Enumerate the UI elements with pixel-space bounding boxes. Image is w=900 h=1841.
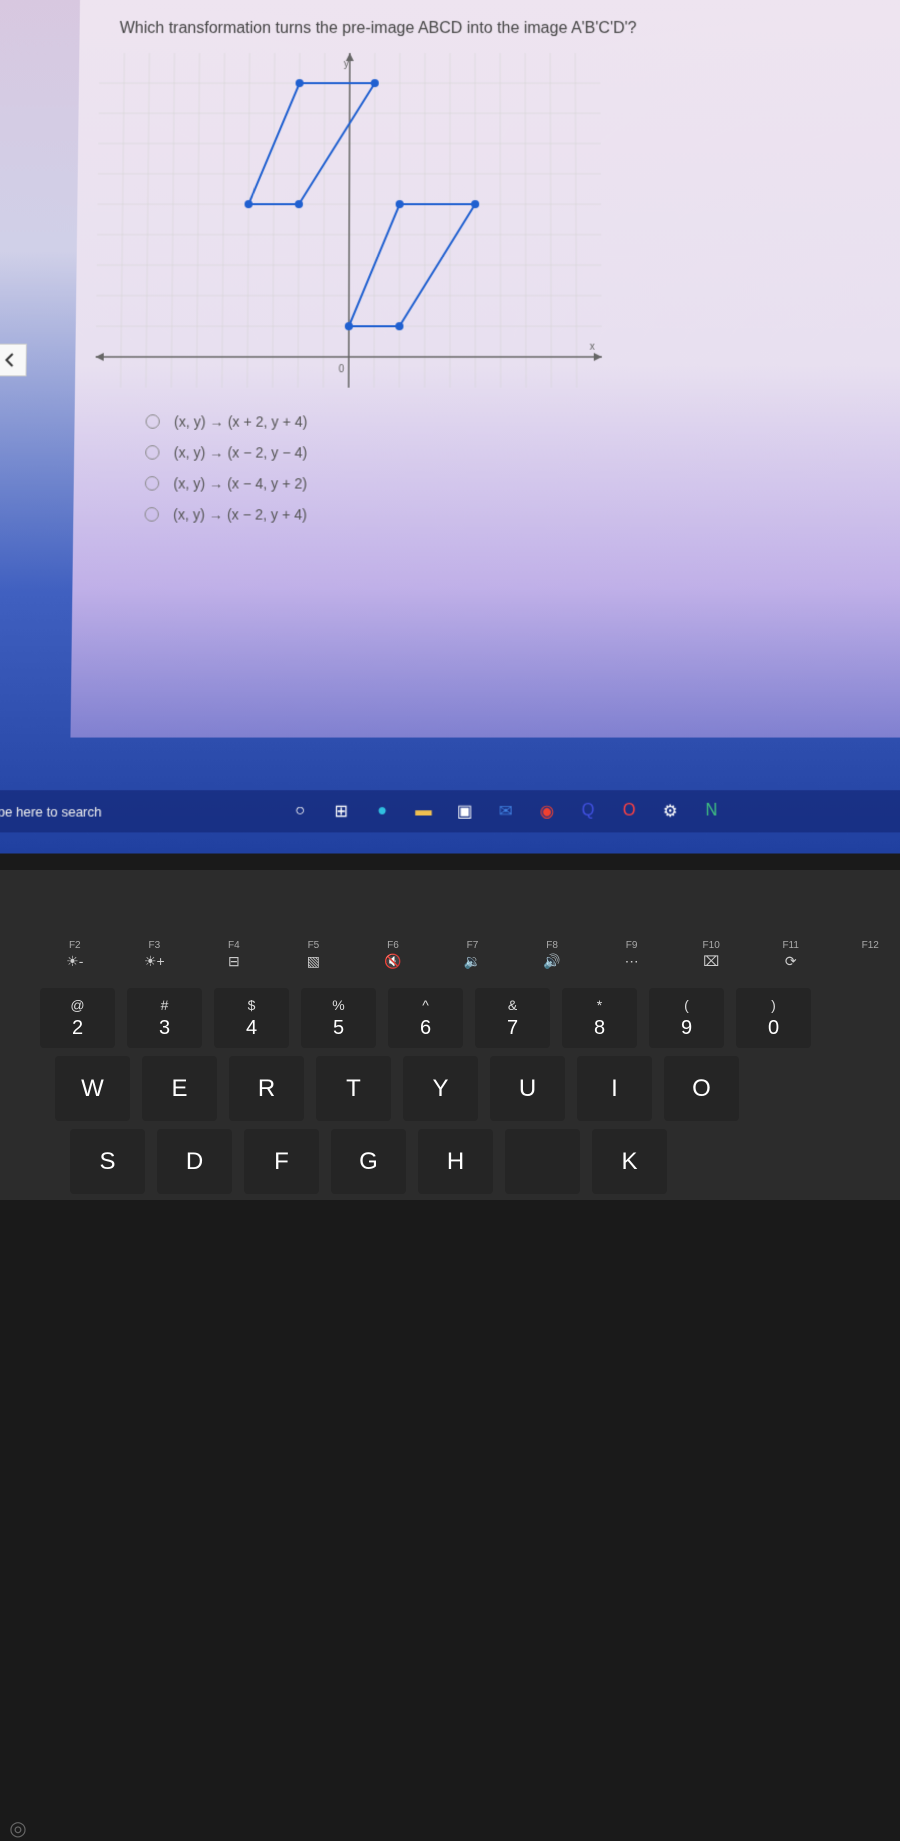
- key-9: (9: [649, 988, 724, 1048]
- webcam-icon: ◎: [5, 1815, 31, 1841]
- key-6: ^6: [388, 988, 463, 1048]
- function-key-row: F2☀- F3☀+ F4⊟ F5▧ F6🔇 F7🔉 F8🔊 F9⋯ F10⌧ F11⟳ F12: [0, 940, 900, 970]
- fn-key-f6: F6🔇: [363, 940, 423, 970]
- svg-text:y: y: [344, 59, 349, 70]
- notepad-icon[interactable]: N: [698, 798, 725, 825]
- asdf-key-row: SDFGH K: [0, 1129, 900, 1194]
- answer-options: (x, y) → (x + 2, y + 4) (x, y) → (x − 2,…: [145, 413, 888, 522]
- settings-icon[interactable]: ⚙: [657, 798, 684, 825]
- quiz-content: Which transformation turns the pre-image…: [70, 0, 900, 738]
- option-3[interactable]: (x, y) → (x − 4, y + 2): [145, 475, 888, 492]
- option-2[interactable]: (x, y) → (x − 2, y − 4): [145, 444, 887, 460]
- coordinate-graph: 0 y x: [95, 53, 602, 388]
- key-y: Y: [403, 1056, 478, 1121]
- physical-keyboard: ◎ F2☀-F3☀+F4⊟F5▧F6🔇F7🔉F8🔊F9⋯F10⌧F11⟳F12 …: [0, 870, 900, 1200]
- key-8: *8: [562, 988, 637, 1048]
- opera-icon[interactable]: O: [616, 798, 643, 825]
- radio-icon: [146, 414, 160, 428]
- back-arrow-button[interactable]: [0, 344, 27, 377]
- fn-key-f8: F8🔊: [522, 940, 582, 970]
- key-k: K: [592, 1129, 667, 1194]
- option-1[interactable]: (x, y) → (x + 2, y + 4): [145, 413, 886, 429]
- question-text: Which transformation turns the pre-image…: [120, 20, 881, 38]
- fn-key-f7: F7🔉: [443, 940, 503, 970]
- key-3: #3: [127, 988, 202, 1048]
- fn-key-f11: F11⟳: [761, 940, 821, 970]
- svg-text:0: 0: [339, 364, 345, 375]
- quizlet-icon[interactable]: Q: [575, 798, 602, 825]
- option-text: (x, y) → (x − 2, y − 4): [174, 444, 308, 460]
- key-blank: [505, 1129, 580, 1194]
- option-4[interactable]: (x, y) → (x − 2, y + 4): [145, 506, 888, 523]
- edge-icon[interactable]: ●: [369, 798, 396, 825]
- key-w: W: [55, 1056, 130, 1121]
- fn-key-f2: F2☀-: [45, 940, 105, 970]
- store-icon[interactable]: ▣: [451, 798, 478, 825]
- key-5: %5: [301, 988, 376, 1048]
- fn-key-f4: F4⊟: [204, 940, 264, 970]
- option-text: (x, y) → (x − 2, y + 4): [173, 506, 307, 523]
- key-4: $4: [214, 988, 289, 1048]
- fn-key-f5: F5▧: [284, 940, 344, 970]
- key-i: I: [577, 1056, 652, 1121]
- mail-icon[interactable]: ✉: [492, 798, 519, 825]
- taskbar-icons: ○ ⊞ ● ▬ ▣ ✉ ◉ QO ⚙ N: [287, 798, 725, 825]
- fn-key-f3: F3☀+: [125, 940, 185, 970]
- key-g: G: [331, 1129, 406, 1194]
- chrome-icon[interactable]: ◉: [533, 798, 560, 825]
- key-2: @2: [40, 988, 115, 1048]
- key-d: D: [157, 1129, 232, 1194]
- option-text: (x, y) → (x − 4, y + 2): [173, 475, 307, 492]
- key-o: O: [664, 1056, 739, 1121]
- windows-taskbar: pe here to search ○ ⊞ ● ▬ ▣ ✉ ◉ QO ⚙ N: [0, 790, 900, 832]
- option-text: (x, y) → (x + 2, y + 4): [174, 413, 308, 429]
- radio-icon: [145, 445, 159, 459]
- key-e: E: [142, 1056, 217, 1121]
- key-u: U: [490, 1056, 565, 1121]
- search-input[interactable]: pe here to search: [0, 803, 102, 819]
- key-h: H: [418, 1129, 493, 1194]
- fn-key-f10: F10⌧: [681, 940, 741, 970]
- laptop-screen: Which transformation turns the pre-image…: [0, 0, 900, 854]
- fn-key-f12: F12: [840, 940, 900, 970]
- key-r: R: [229, 1056, 304, 1121]
- cortana-icon[interactable]: ○: [287, 798, 314, 825]
- key-7: &7: [475, 988, 550, 1048]
- key-t: T: [316, 1056, 391, 1121]
- qwerty-key-row: WERTYUIO: [0, 1056, 900, 1121]
- key-s: S: [70, 1129, 145, 1194]
- task-view-icon[interactable]: ⊞: [328, 798, 355, 825]
- radio-icon: [145, 507, 159, 521]
- number-key-row: @2#3$4%5^6&7*8(9)0: [0, 988, 900, 1048]
- radio-icon: [145, 476, 159, 490]
- key-0: )0: [736, 988, 811, 1048]
- key-f: F: [244, 1129, 319, 1194]
- explorer-icon[interactable]: ▬: [410, 798, 437, 825]
- fn-key-f9: F9⋯: [602, 940, 662, 970]
- svg-text:x: x: [590, 342, 595, 353]
